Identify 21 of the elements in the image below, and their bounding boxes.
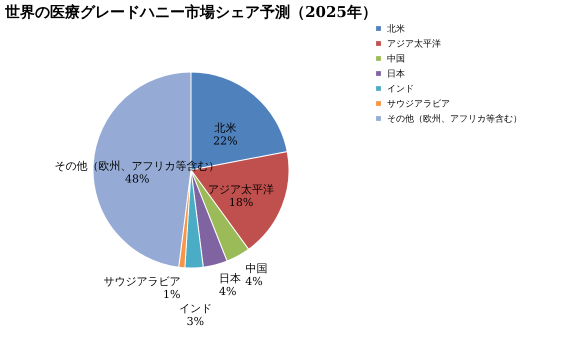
legend-label: サウジアラビア: [387, 98, 450, 110]
data-label: 18%: [228, 196, 254, 209]
data-label: 48%: [124, 172, 150, 186]
data-label: 1%: [162, 288, 180, 302]
legend-label: 日本: [387, 68, 405, 80]
legend-label: インド: [387, 84, 414, 94]
slice-label: サウジアラビア: [103, 275, 180, 288]
data-label: 3%: [186, 315, 204, 328]
legend-label: 中国: [387, 54, 405, 64]
data-label: 4%: [245, 274, 263, 288]
slice-label: アジア太平洋: [208, 182, 274, 196]
data-label: 22%: [213, 134, 238, 148]
legend-label: その他（欧州、アフリカ等含む）: [387, 114, 522, 124]
slice-label: 中国: [245, 262, 268, 275]
legend-label: アジア太平洋: [387, 38, 441, 50]
slice-label: 日本: [219, 272, 242, 286]
slice-label: インド: [178, 302, 212, 316]
chart-title: 世界の医療グレードハニー市場シェア予測（2025年）: [4, 3, 377, 21]
slice-label: 北米: [214, 121, 236, 134]
legend-label: 北米: [387, 24, 405, 34]
data-label: 4%: [219, 285, 236, 298]
